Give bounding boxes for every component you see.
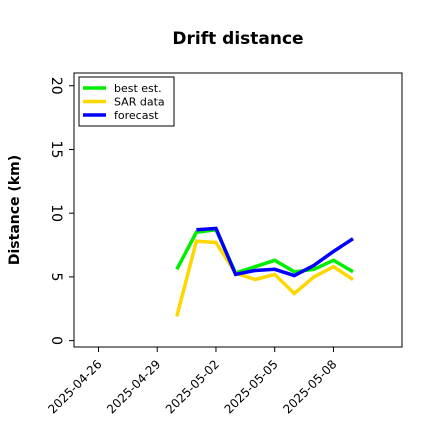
y-tick-label: 5: [48, 272, 64, 281]
x-tick-label: 2025-04-26: [45, 357, 104, 416]
x-tick-label: 2025-04-29: [104, 357, 163, 416]
legend-label: SAR data: [114, 96, 165, 109]
x-axis: 2025-04-26 2025-04-29 2025-05-02 2025-05-05…: [45, 347, 340, 416]
series-line-sar-data: [175, 239, 354, 317]
y-tick-label: 15: [48, 141, 64, 159]
x-tick-label: 2025-05-05: [222, 357, 281, 416]
plot-frame: [73, 72, 403, 348]
y-tick-label: 20: [48, 77, 64, 95]
y-axis: 0 5 10 15 20: [48, 77, 74, 345]
y-axis-label: Distance (km): [7, 155, 23, 265]
x-tick-label: 2025-05-02: [163, 357, 222, 416]
series-line-forecast: [196, 226, 354, 278]
series-line-best-est: [175, 227, 354, 276]
legend-label: forecast: [114, 109, 159, 122]
y-tick-label: 0: [48, 336, 64, 345]
legend-label: best est.: [114, 82, 162, 95]
plot-lines: [175, 226, 354, 317]
x-tick-label: 2025-05-08: [280, 357, 339, 416]
chart-title: Drift distance: [172, 29, 303, 49]
y-tick-label: 10: [48, 204, 64, 222]
